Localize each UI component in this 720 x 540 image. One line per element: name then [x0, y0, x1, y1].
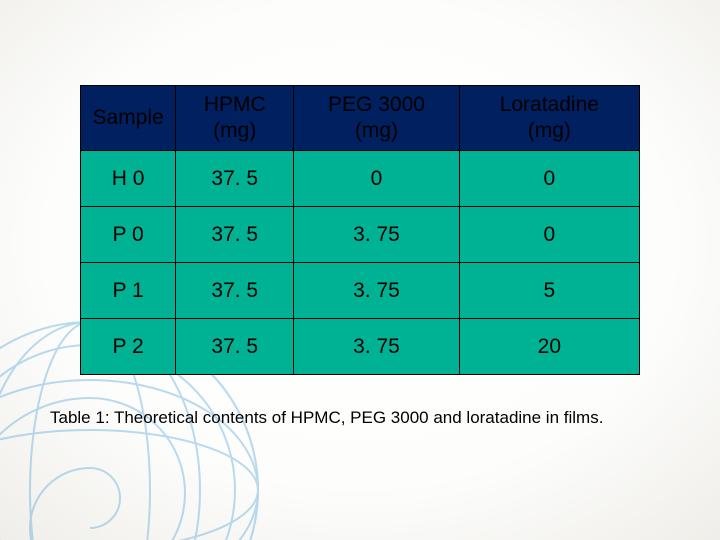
cell: 20 — [459, 319, 639, 375]
col-header-lora-l1: Loratadine — [500, 93, 599, 116]
col-header-hpmc: HPMC (mg) — [176, 86, 294, 151]
table-row: P 0 37. 5 3. 75 0 — [81, 207, 640, 263]
cell: 37. 5 — [176, 151, 294, 207]
cell: 0 — [294, 151, 459, 207]
cell: 3. 75 — [294, 319, 459, 375]
content-table: Sample HPMC (mg) PEG 3000 (mg) Loratadine (… — [80, 85, 640, 375]
cell: P 2 — [81, 319, 176, 375]
cell: 5 — [459, 263, 639, 319]
cell: 0 — [459, 151, 639, 207]
table-row: P 1 37. 5 3. 75 5 — [81, 263, 640, 319]
table-body: H 0 37. 5 0 0 P 0 37. 5 3. 75 0 P 1 37. … — [81, 151, 640, 375]
col-header-peg-l2: (mg) — [355, 119, 398, 142]
col-header-hpmc-l2: (mg) — [213, 119, 256, 142]
cell: 37. 5 — [176, 263, 294, 319]
cell: H 0 — [81, 151, 176, 207]
data-table: Sample HPMC (mg) PEG 3000 (mg) Loratadine (… — [80, 85, 640, 375]
col-header-sample: Sample — [81, 86, 176, 151]
cell: 37. 5 — [176, 319, 294, 375]
cell: 37. 5 — [176, 207, 294, 263]
table-row: H 0 37. 5 0 0 — [81, 151, 640, 207]
cell: P 0 — [81, 207, 176, 263]
table-header: Sample HPMC (mg) PEG 3000 (mg) Loratadine (… — [81, 86, 640, 151]
col-header-lora: Loratadine (mg) — [459, 86, 639, 151]
table-row: P 2 37. 5 3. 75 20 — [81, 319, 640, 375]
cell: 3. 75 — [294, 207, 459, 263]
col-header-peg: PEG 3000 (mg) — [294, 86, 459, 151]
cell: P 1 — [81, 263, 176, 319]
cell: 3. 75 — [294, 263, 459, 319]
col-header-hpmc-l1: HPMC — [204, 93, 266, 116]
col-header-peg-l1: PEG 3000 — [328, 93, 425, 116]
cell: 0 — [459, 207, 639, 263]
table-caption: Table 1: Theoretical contents of HPMC, P… — [50, 408, 670, 428]
col-header-lora-l2: (mg) — [528, 119, 571, 142]
